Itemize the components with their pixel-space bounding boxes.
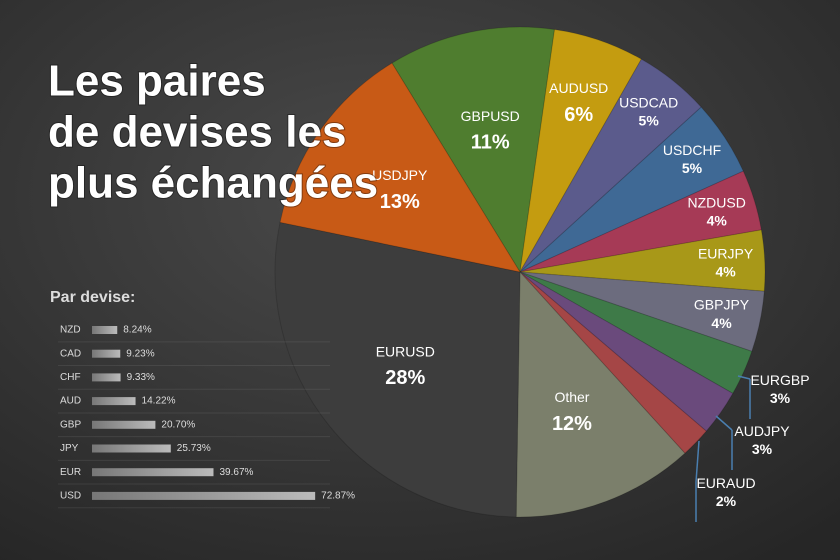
pie-slice	[519, 271, 708, 454]
slice-value: 5%	[639, 113, 660, 129]
pie-slice	[391, 26, 556, 274]
slice-label: Other	[554, 389, 589, 405]
value-label: 9.23%	[126, 348, 154, 359]
slice-label: GBPJPY	[694, 297, 750, 313]
slice-value: 28%	[385, 367, 425, 389]
title-line: Les paires	[48, 57, 266, 106]
bar-chart: NZD 8.24% CAD 9.23% CHF 9.33% AUD 14.22% GBP 20.7…	[58, 325, 355, 509]
slice-value: 4%	[715, 264, 736, 280]
slice-value: 5%	[682, 160, 703, 176]
y-tick-label: USD	[60, 491, 81, 502]
pie-slice	[274, 221, 521, 518]
value-label: 39.67%	[219, 467, 253, 478]
pie-slice	[519, 28, 643, 273]
leader-line	[695, 440, 700, 483]
y-tick-label: GBP	[60, 419, 81, 430]
slice-label: EURAUD	[696, 475, 755, 491]
value-label: 20.70%	[161, 419, 195, 430]
bar	[92, 326, 118, 334]
bar	[92, 491, 316, 500]
slice-value: 12%	[552, 413, 592, 435]
slice-value: 3%	[770, 390, 791, 406]
slice-value: 6%	[564, 104, 593, 126]
title-line: de devises les	[48, 108, 346, 157]
bar	[92, 349, 121, 358]
slice-label: AUDJPY	[734, 423, 790, 439]
slice-label: USDCHF	[663, 142, 721, 158]
value-label: 9.33%	[127, 372, 155, 383]
pie-slice	[519, 229, 766, 292]
y-tick-label: AUD	[60, 396, 81, 407]
value-label: 25.73%	[177, 443, 211, 454]
bar	[92, 373, 121, 382]
y-tick-label: EUR	[60, 467, 81, 478]
value-label: 14.22%	[142, 396, 176, 407]
y-tick-label: NZD	[60, 325, 81, 336]
value-label: 72.87%	[321, 491, 355, 502]
title: Les paires de devises les plus échangées	[47, 56, 379, 209]
slice-value: 11%	[471, 131, 510, 153]
slice-label: USDCAD	[619, 94, 678, 110]
bar	[92, 420, 156, 429]
slice-value: 2%	[716, 493, 737, 509]
value-label: 8.24%	[123, 325, 151, 336]
pie-slice	[279, 62, 522, 273]
slice-label: GBPUSD	[461, 108, 520, 124]
y-tick-label: JPY	[60, 443, 79, 454]
slice-label: EURJPY	[698, 245, 754, 261]
bar	[92, 397, 136, 406]
slice-label: EURUSD	[376, 344, 435, 360]
bar	[92, 444, 171, 453]
slice-value: 4%	[707, 213, 728, 229]
leader-line	[737, 375, 751, 380]
slice-label: EURGBP	[750, 372, 809, 388]
slice-label: AUDUSD	[549, 80, 608, 96]
slice-label: NZDUSD	[688, 194, 746, 210]
y-tick-label: CAD	[60, 348, 81, 359]
pie-slice	[519, 271, 734, 432]
pie-slice	[515, 270, 686, 518]
pie-slice	[519, 271, 765, 352]
slice-value: 3%	[752, 441, 773, 457]
pie-slice	[519, 106, 744, 273]
slice-value: 4%	[711, 315, 732, 331]
leader-line	[715, 415, 733, 431]
y-tick-label: CHF	[60, 372, 81, 383]
bar-title: Par devise:	[50, 289, 135, 306]
title-line: plus échangées	[48, 159, 378, 208]
pie-slice	[519, 170, 762, 273]
slice-label: USDJPY	[372, 167, 428, 183]
pie-slice	[519, 271, 753, 395]
pie-slice	[519, 58, 702, 273]
pie: GBPUSD11%AUDUSD6%USDCAD5%USDCHF5%NZDUSD4…	[274, 26, 810, 522]
slice-value: 13%	[380, 191, 420, 213]
bar	[92, 468, 214, 477]
